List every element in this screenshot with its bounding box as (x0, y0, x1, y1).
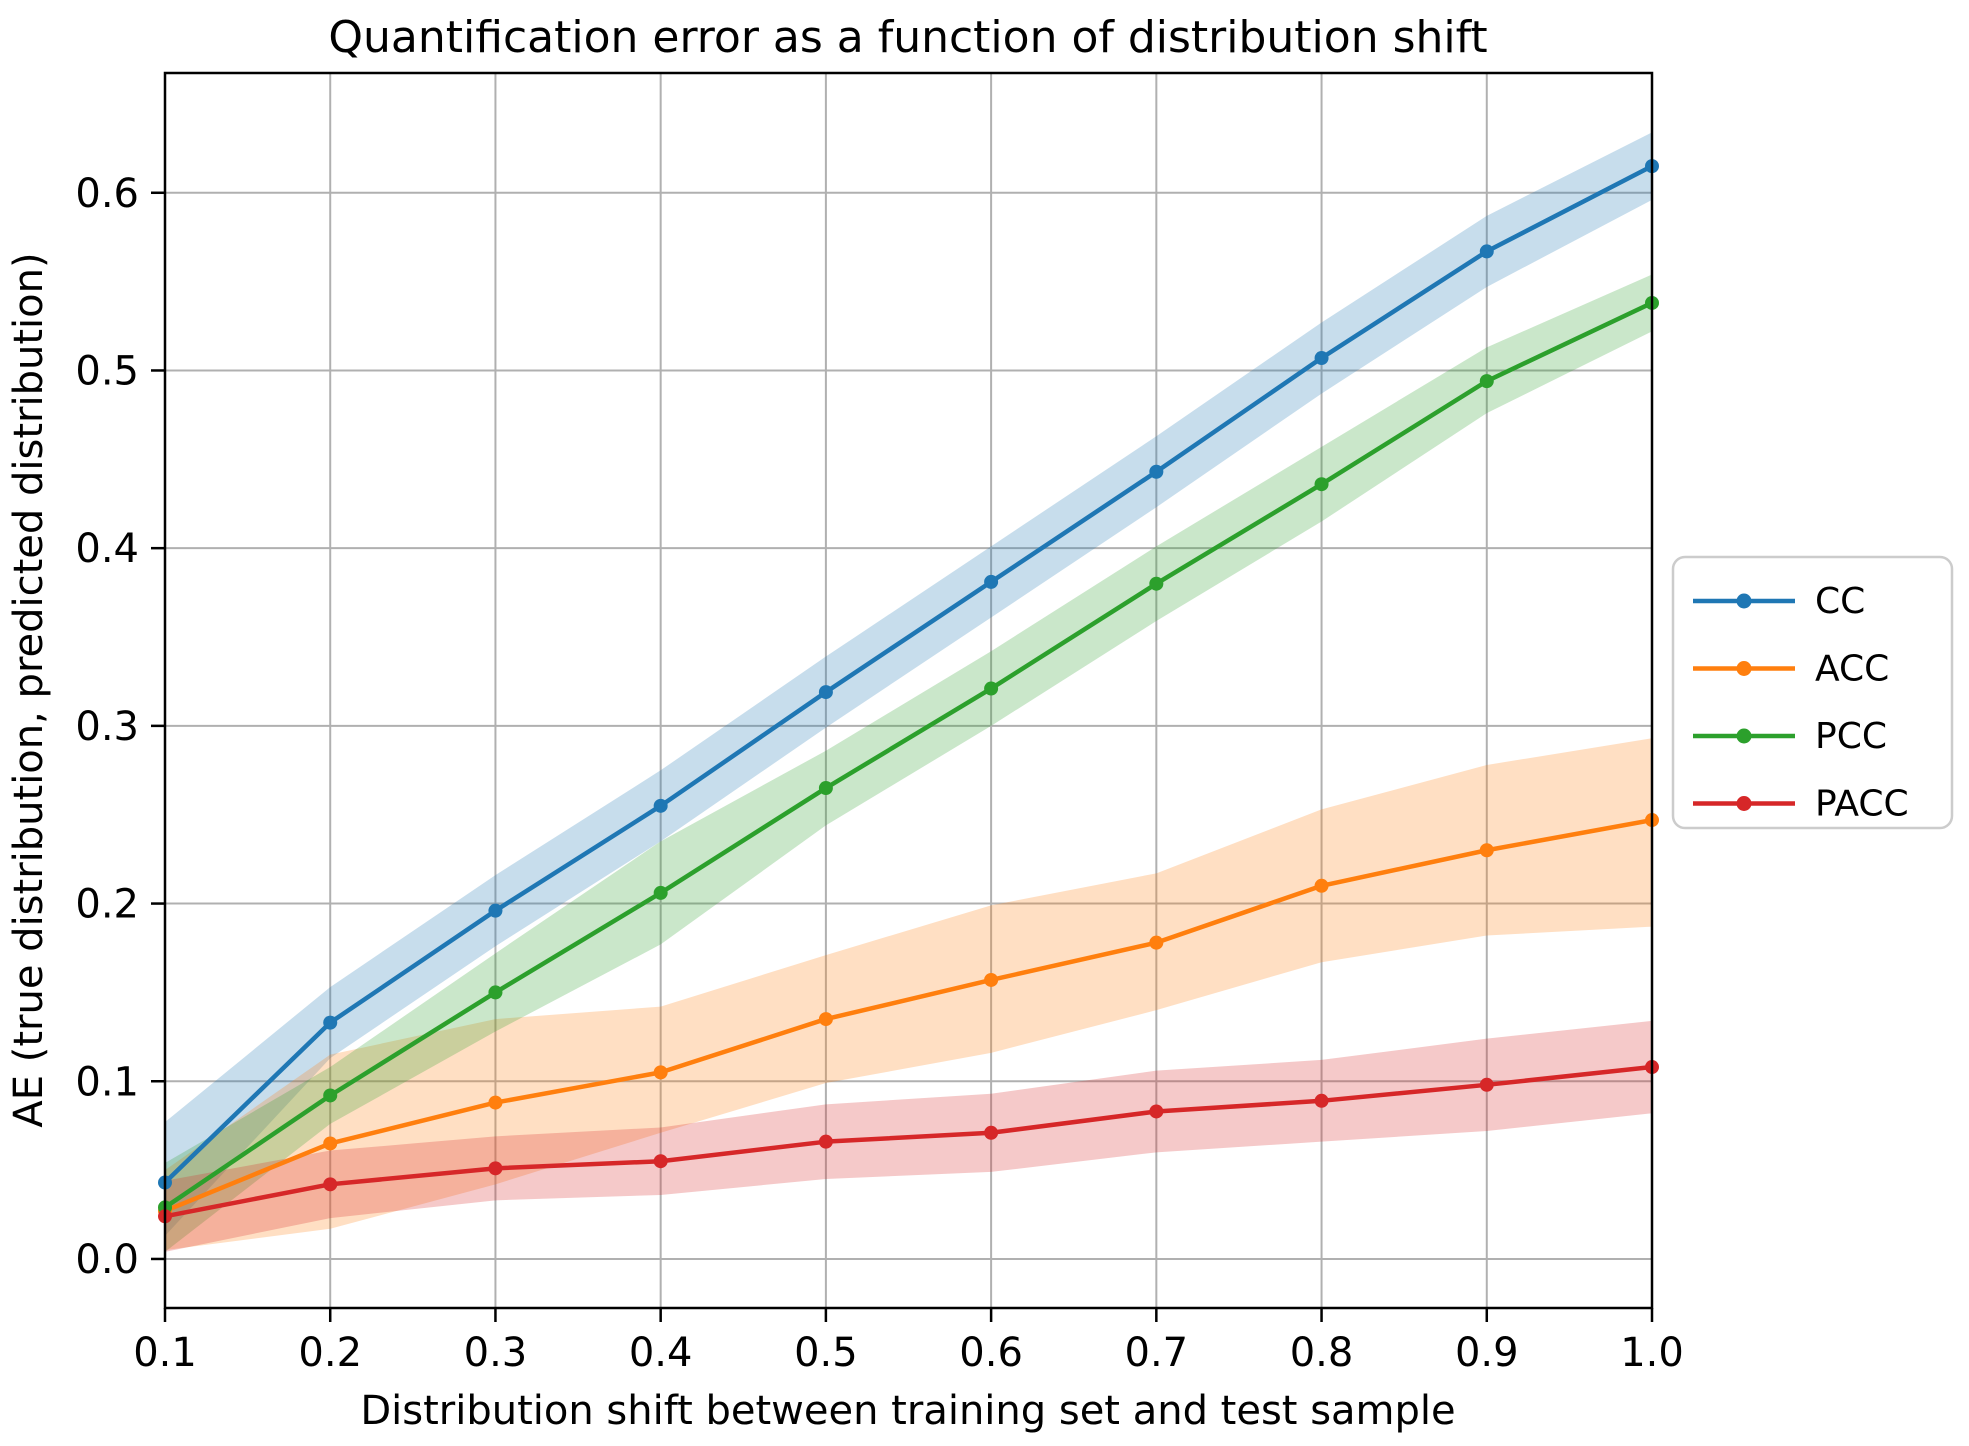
legend-label-pacc: PACC (1815, 784, 1909, 825)
legend: CC ACC PCC PACC (1671, 555, 1954, 830)
data-point-pcc (653, 885, 668, 900)
x-tick-label: 0.7 (1125, 1330, 1189, 1376)
series-line-pacc (162, 1064, 1655, 1219)
y-tick-label: 0.2 (75, 882, 139, 928)
data-point-acc (653, 1065, 668, 1080)
legend-marker-pacc (1736, 796, 1752, 811)
data-point-acc (1149, 935, 1164, 950)
data-point-pacc (1479, 1077, 1494, 1092)
x-tick-label: 0.1 (133, 1330, 197, 1376)
x-axis-label: Distribution shift between training set … (360, 1388, 1455, 1434)
y-tick-label: 0.1 (75, 1059, 139, 1105)
x-tick-label: 0.3 (464, 1330, 528, 1376)
plot-frame (163, 71, 1654, 1310)
y-tick-label: 0.3 (75, 704, 139, 750)
y-tick-label: 0.6 (75, 171, 139, 217)
x-tick-label: 0.9 (1455, 1330, 1519, 1376)
confidence-band-cc (165, 132, 1652, 1236)
series-line-acc (162, 817, 1655, 1214)
legend-marker-acc (1736, 661, 1752, 676)
data-point-cc (488, 903, 503, 918)
confidence-band-pcc (165, 274, 1652, 1252)
data-point-acc (984, 972, 999, 987)
confidence-band-layer (165, 132, 1652, 1252)
x-tick-label: 0.4 (629, 1330, 693, 1376)
data-point-pcc (1149, 576, 1164, 591)
data-point-pacc (323, 1177, 338, 1192)
y-tick-label: 0.0 (75, 1237, 139, 1283)
y-tick-label: 0.5 (75, 348, 139, 394)
data-point-pacc (653, 1154, 668, 1169)
x-tick-label: 0.5 (794, 1330, 858, 1376)
legend-marker-pcc (1736, 728, 1752, 744)
data-point-acc (818, 1012, 833, 1027)
x-tick-label: 0.2 (298, 1330, 362, 1376)
x-tick-label: 0.8 (1290, 1330, 1354, 1376)
data-point-cc (653, 798, 668, 813)
x-tick-label: 0.6 (959, 1330, 1023, 1376)
confidence-band-acc (165, 738, 1652, 1251)
data-point-pacc (488, 1161, 503, 1176)
y-axis-label: AE (true distribution, predicted distrib… (6, 252, 52, 1127)
axes-layer: 0.1 0.2 0.3 0.4 0.5 0.6 0.7 0.8 0.9 1.0 0.0 0.1 0.2 0… (75, 71, 1684, 1376)
data-point-cc (1149, 464, 1164, 479)
data-point-pcc (1314, 477, 1329, 492)
legend-marker-cc (1736, 593, 1752, 609)
data-point-pcc (984, 681, 999, 696)
x-tick-label: 1.0 (1620, 1330, 1684, 1376)
chart-title: Quantification error as a function of di… (328, 12, 1487, 63)
data-point-cc (1479, 244, 1494, 259)
legend-box (1671, 555, 1954, 830)
y-tick-label: 0.4 (75, 526, 139, 572)
data-point-pacc (1314, 1093, 1329, 1108)
data-point-acc (323, 1136, 338, 1151)
data-point-cc (323, 1015, 338, 1030)
data-point-pcc (818, 781, 833, 796)
data-point-cc (984, 574, 999, 589)
data-point-pcc (1479, 374, 1494, 389)
data-point-acc (1314, 878, 1329, 893)
series-line-cc (162, 163, 1655, 1185)
data-point-pcc (488, 985, 503, 1000)
data-point-acc (488, 1095, 503, 1110)
data-point-acc (1479, 843, 1494, 858)
data-point-pcc (323, 1088, 338, 1103)
data-point-pacc (984, 1125, 999, 1140)
series-line-pcc (162, 300, 1655, 1210)
legend-label-pcc: PCC (1815, 716, 1887, 757)
data-point-pacc (1149, 1104, 1164, 1119)
legend-label-acc: ACC (1815, 649, 1889, 690)
data-point-pacc (818, 1134, 833, 1149)
legend-label-cc: CC (1815, 581, 1865, 622)
data-point-cc (1314, 351, 1329, 366)
data-point-cc (818, 685, 833, 700)
